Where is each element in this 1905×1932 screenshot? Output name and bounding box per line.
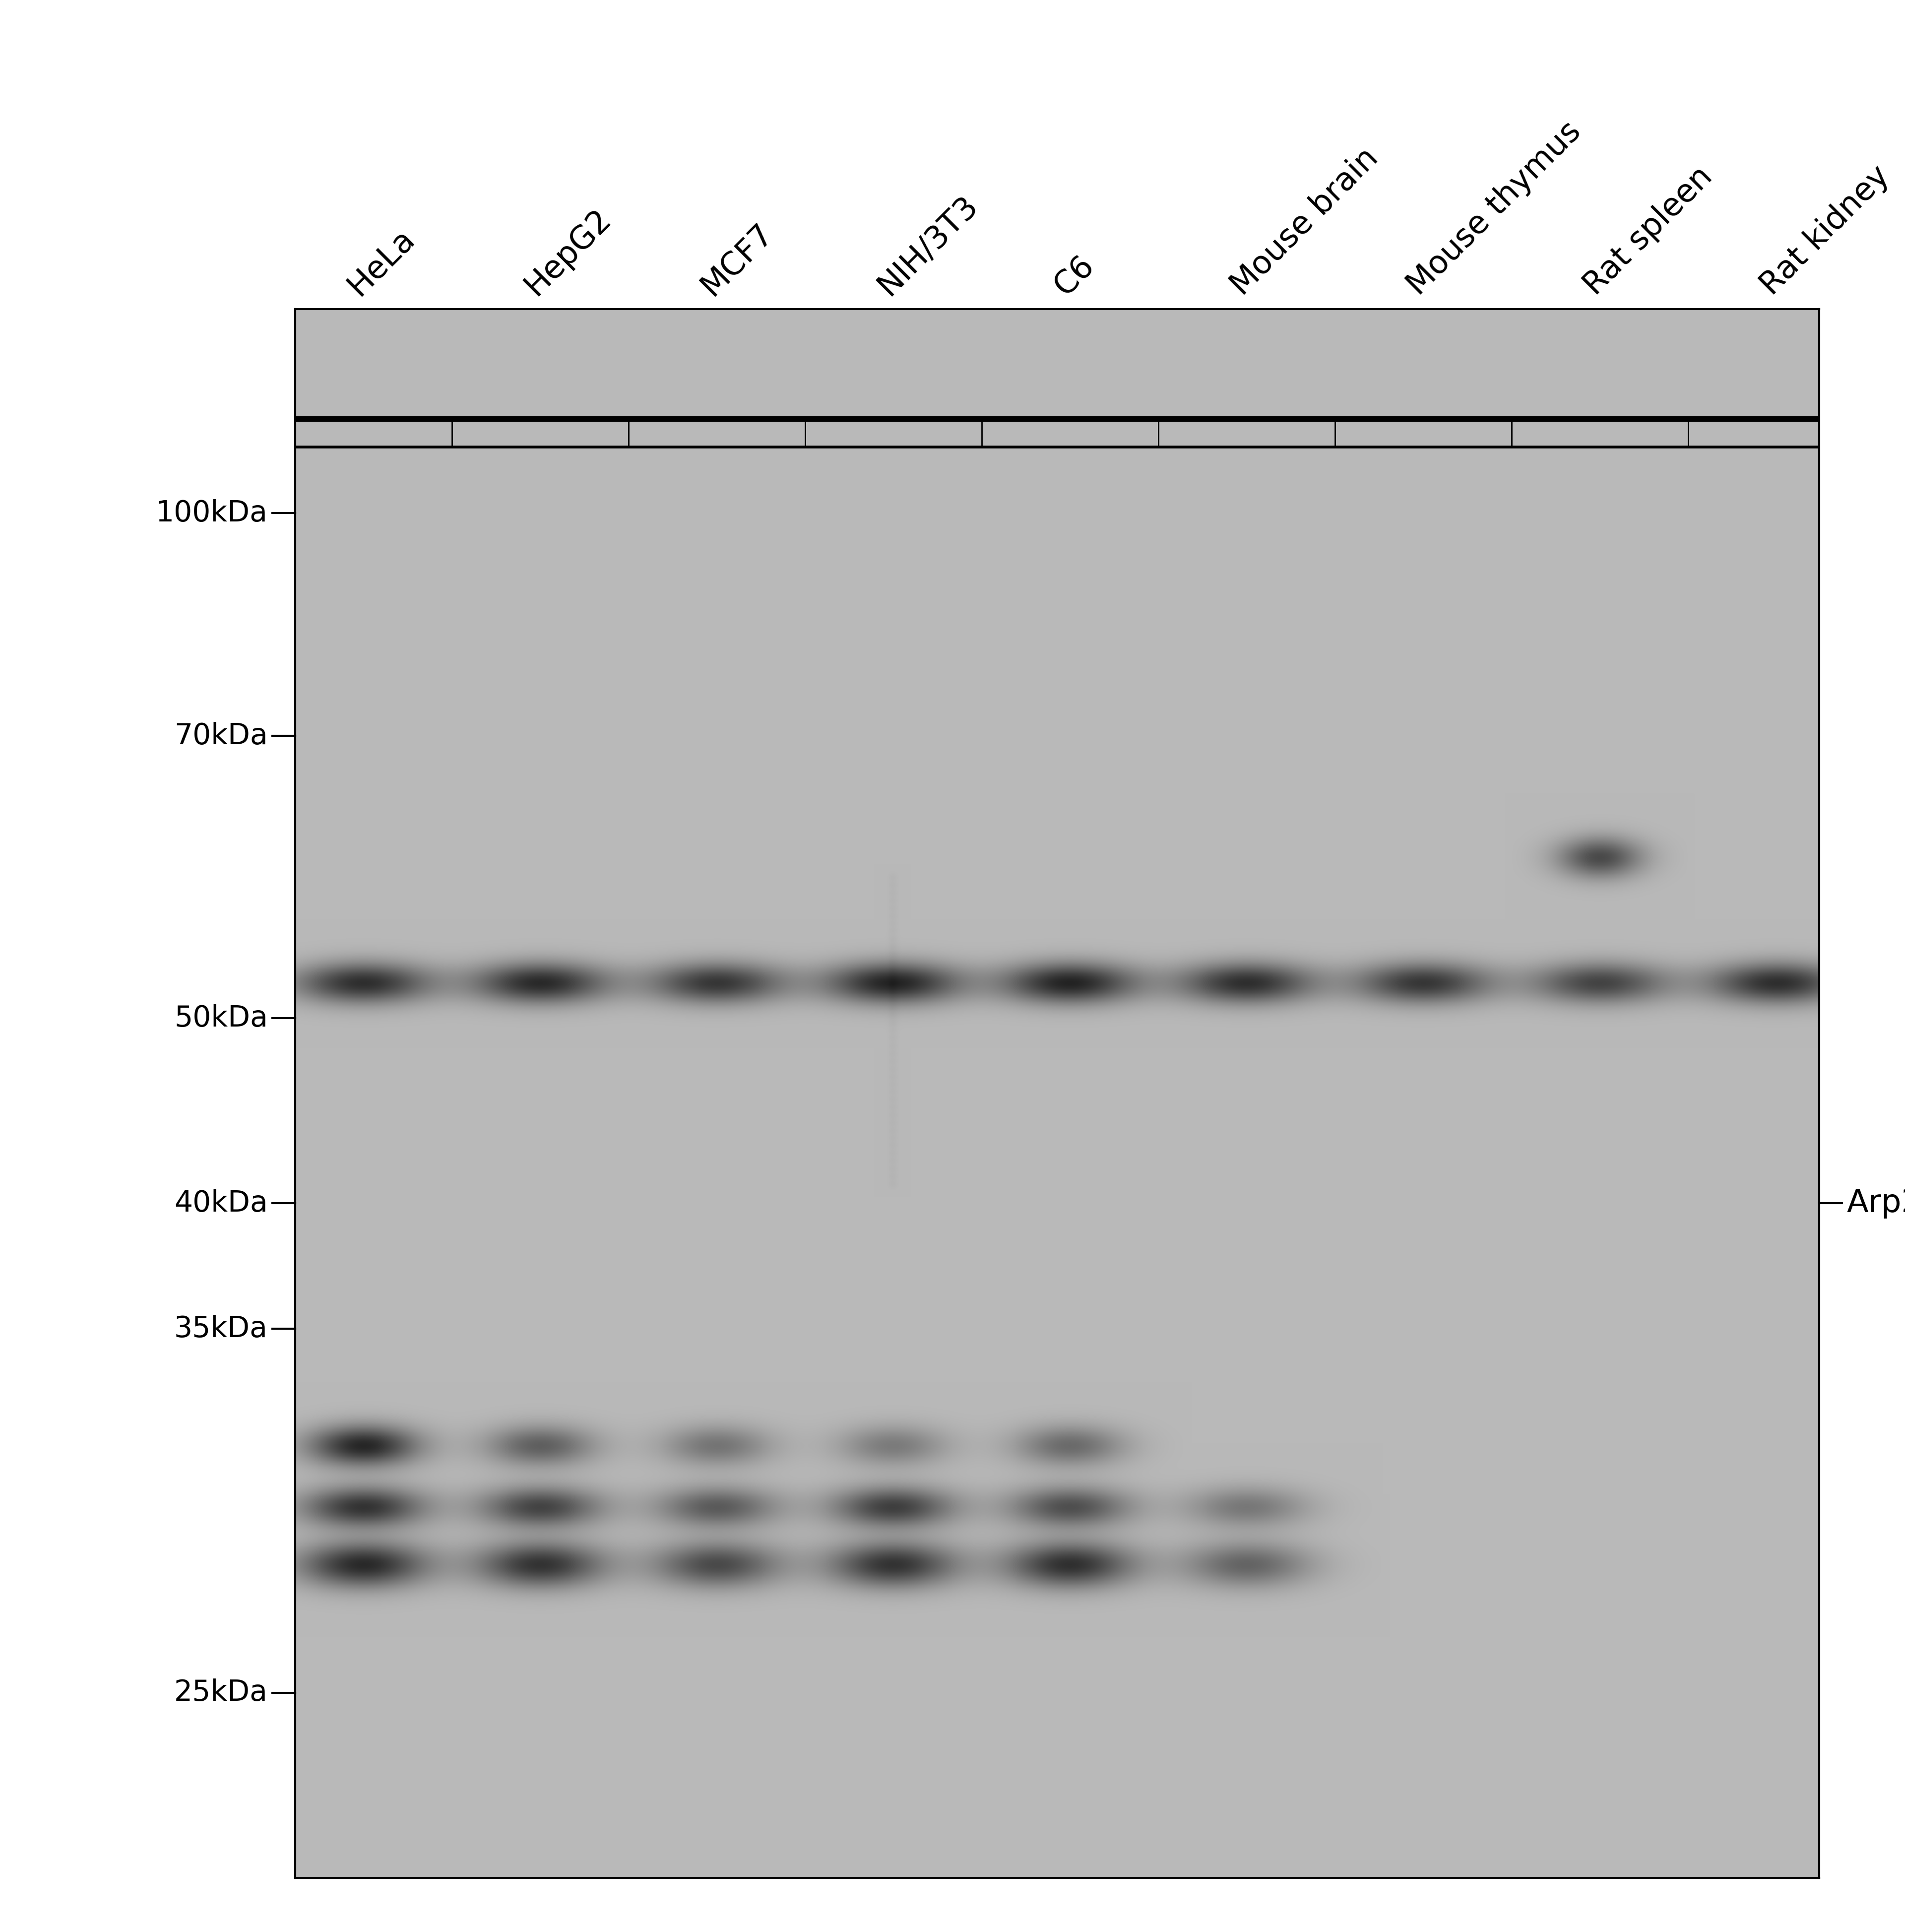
Text: 70kDa: 70kDa xyxy=(173,723,269,750)
Text: 35kDa: 35kDa xyxy=(173,1314,269,1343)
Text: Arp2: Arp2 xyxy=(1846,1188,1905,1219)
Text: HeLa: HeLa xyxy=(343,222,421,301)
Text: Rat spleen: Rat spleen xyxy=(1577,160,1718,301)
Text: C6: C6 xyxy=(1048,249,1099,301)
Text: 25kDa: 25kDa xyxy=(173,1679,269,1708)
Text: NIH/3T3: NIH/3T3 xyxy=(872,189,983,301)
Text: 100kDa: 100kDa xyxy=(156,498,269,527)
Text: 50kDa: 50kDa xyxy=(173,1005,269,1032)
Text: HepG2: HepG2 xyxy=(518,203,617,301)
Text: Mouse brain: Mouse brain xyxy=(1225,143,1385,301)
Text: 40kDa: 40kDa xyxy=(173,1190,269,1217)
Text: MCF7: MCF7 xyxy=(695,216,779,301)
Text: Mouse thymus: Mouse thymus xyxy=(1402,116,1587,301)
Text: Rat kidney: Rat kidney xyxy=(1755,160,1895,301)
